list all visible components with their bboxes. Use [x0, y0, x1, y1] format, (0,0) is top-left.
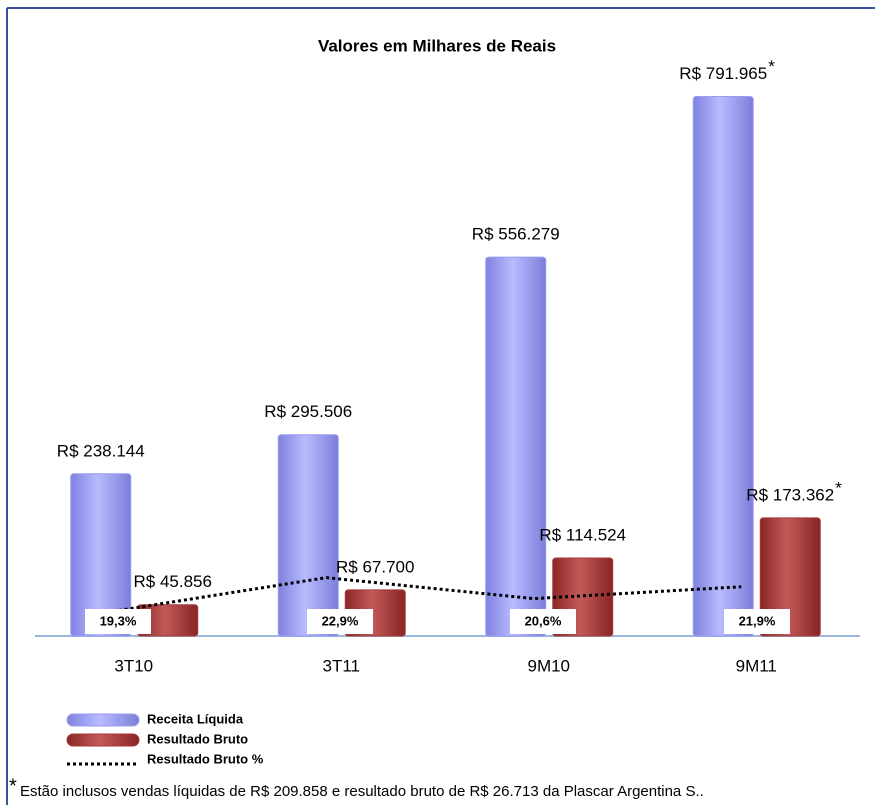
- chart-title: Valores em Milhares de Reais: [318, 36, 556, 55]
- percent-label: 22,9%: [322, 613, 359, 628]
- bar: [277, 434, 339, 637]
- label-box: [85, 609, 151, 634]
- x-tick-label: 9M11: [736, 656, 777, 675]
- value-label: R$ 556.279: [472, 225, 560, 244]
- value-label: R$ 295.506: [264, 402, 352, 421]
- percent-label: 19,3%: [100, 613, 137, 628]
- label-box: [307, 609, 373, 634]
- bar: [70, 473, 132, 637]
- annotation-marker: *: [835, 478, 842, 497]
- legend-label: Resultado Bruto %: [147, 751, 264, 766]
- percent-label: 21,9%: [739, 613, 776, 628]
- legend-swatch: [66, 733, 140, 747]
- x-tick-label: 9M10: [527, 656, 570, 675]
- label-box: [724, 609, 790, 634]
- legend-label: Resultado Bruto: [147, 731, 248, 746]
- x-tick-label: 3T11: [323, 656, 361, 675]
- footnote: Estão inclusos vendas líquidas de R$ 209…: [20, 783, 704, 800]
- value-label: R$ 45.856: [134, 572, 212, 591]
- annotation-marker: *: [768, 57, 775, 76]
- bar: [692, 96, 754, 637]
- label-box: [510, 609, 576, 634]
- bar: [759, 517, 821, 637]
- value-label: R$ 238.144: [57, 441, 145, 460]
- value-label: R$ 791.965: [679, 64, 767, 83]
- value-label: R$ 67.700: [336, 557, 414, 576]
- value-label: R$ 173.362: [746, 485, 834, 504]
- x-tick-label: 3T10: [114, 656, 153, 675]
- legend-swatch: [66, 713, 140, 727]
- footnote-marker: *: [9, 775, 17, 797]
- percent-label: 20,6%: [525, 613, 562, 628]
- line: [118, 576, 742, 612]
- value-label: R$ 114.524: [539, 525, 626, 544]
- bar: [485, 256, 547, 637]
- legend-label: Receita Líquida: [147, 711, 244, 726]
